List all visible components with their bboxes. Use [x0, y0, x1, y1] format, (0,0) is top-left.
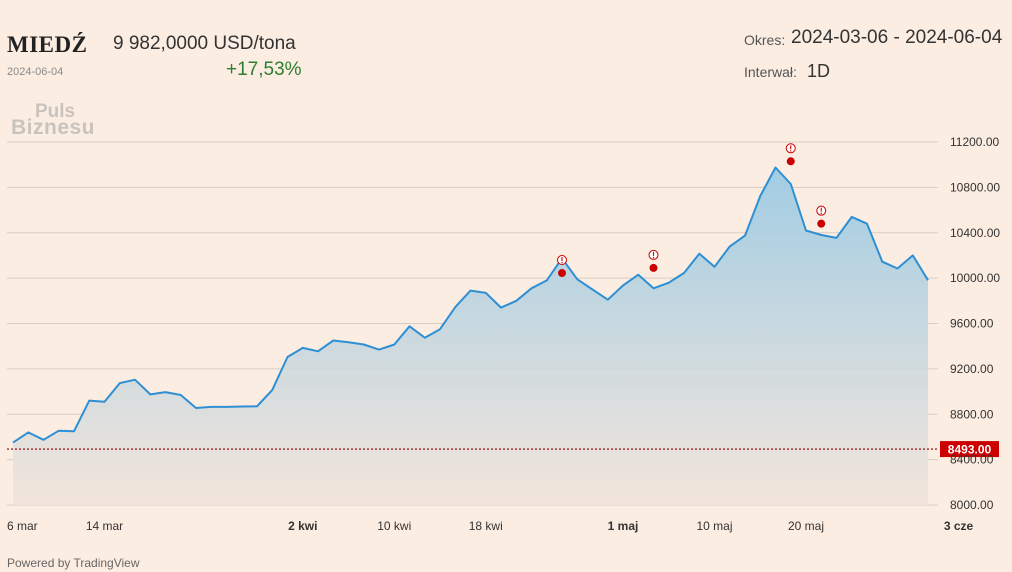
info-icon-dot [790, 150, 792, 152]
y-tick-label: 10000.00 [950, 271, 1000, 285]
logo-line-1: Puls [35, 101, 76, 122]
x-tick-label: 14 mar [86, 519, 123, 533]
reference-label-bg [940, 441, 999, 458]
x-tick-label: 6 mar [7, 519, 38, 533]
instrument-title: MIEDŹ [7, 32, 88, 57]
event-marker[interactable] [817, 219, 826, 228]
y-tick-label: 9200.00 [950, 362, 994, 376]
y-tick-label: 10400.00 [950, 226, 1000, 240]
x-tick-label: 2 kwi [288, 519, 317, 533]
interval-selector[interactable]: 1D [807, 61, 831, 81]
range-selector[interactable]: 2024-03-06 - 2024-06-04 [791, 27, 1003, 48]
x-tick-label: 10 maj [696, 519, 732, 533]
price-area [13, 167, 928, 505]
range-label: Okres: [744, 32, 786, 48]
puls-biznesu-logo: Puls Biznesu [11, 101, 96, 139]
x-tick-label: 10 kwi [377, 519, 411, 533]
y-tick-label: 10800.00 [950, 180, 1000, 194]
x-tick-label: 18 kwi [469, 519, 503, 533]
interval-label: Interwał: [744, 64, 797, 80]
reference-label: 8493.00 [948, 443, 992, 457]
price-line [12, 166, 929, 444]
quote-date: 2024-06-04 [7, 66, 64, 78]
y-tick-label: 9600.00 [950, 317, 994, 331]
y-tick-label: 11200.00 [950, 135, 999, 149]
current-price: 9 982,0000 USD/tona [113, 33, 296, 54]
x-tick-label: 1 maj [608, 519, 639, 533]
price-change: +17,53% [226, 59, 302, 80]
powered-by-tradingview[interactable]: Powered by TradingView [7, 556, 140, 570]
info-icon-dot [561, 262, 563, 264]
event-marker[interactable] [786, 157, 795, 166]
event-marker[interactable] [558, 269, 566, 278]
y-tick-label: 8400.00 [950, 453, 994, 467]
x-tick-label: 20 maj [788, 519, 824, 533]
x-tick-label: 3 cze [944, 519, 974, 533]
y-tick-label: 8000.00 [950, 498, 994, 512]
y-tick-label: 8800.00 [950, 407, 994, 421]
event-marker[interactable] [649, 263, 658, 272]
logo-line-2: Biznesu [11, 116, 96, 139]
info-icon-dot [652, 256, 655, 259]
info-icon-dot [820, 212, 822, 215]
